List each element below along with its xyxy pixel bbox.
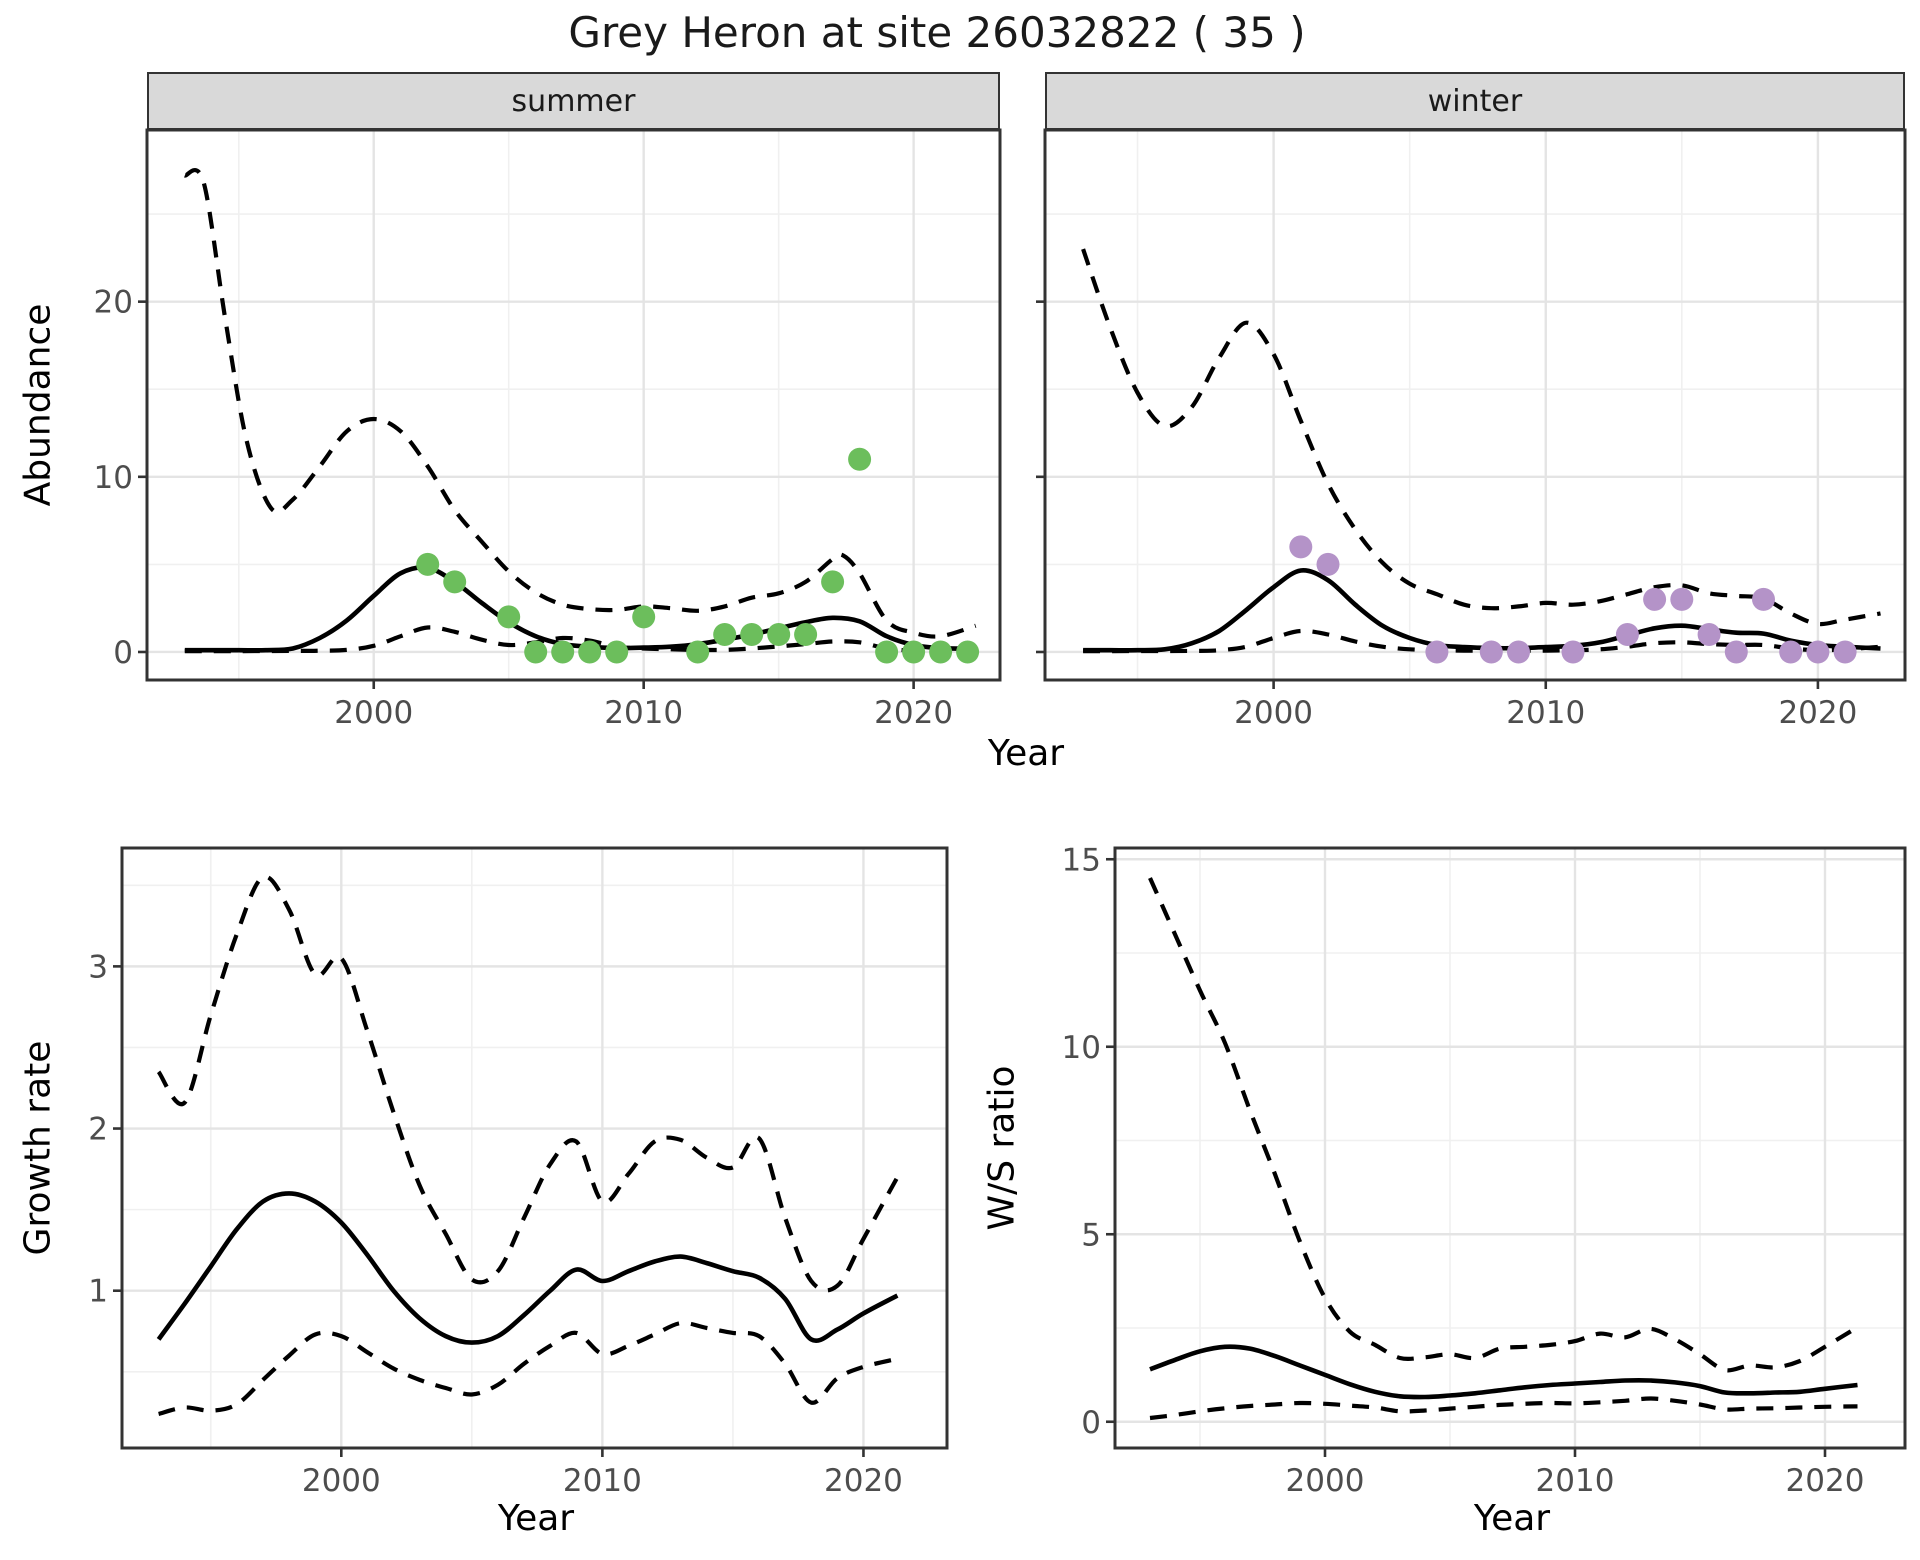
y-tick-label: 1 xyxy=(88,1274,108,1310)
panel-abundance-winter: 2000 2010 2020 xyxy=(1036,128,1907,731)
winter-observation xyxy=(1615,623,1639,646)
panel-ws-ratio: 2000 2010 2020 0 5 10 15 xyxy=(1062,842,1907,1499)
y-tick-label: 5 xyxy=(1081,1217,1101,1253)
winter-observation xyxy=(1806,640,1830,664)
winter-observation xyxy=(1779,640,1803,664)
summer-observation xyxy=(686,640,710,664)
lower-ci-line xyxy=(158,1320,898,1416)
winter-observation xyxy=(1289,535,1313,559)
x-tick-label: 2000 xyxy=(302,1463,381,1499)
panel-border xyxy=(120,846,949,1450)
y-tick-label: 2 xyxy=(88,1112,108,1148)
summer-observation xyxy=(416,552,440,576)
estimate-line xyxy=(1149,1344,1858,1400)
panel-border xyxy=(1113,846,1907,1450)
summer-observation xyxy=(443,570,467,594)
summer-observation xyxy=(713,623,737,646)
y-tick-label: 0 xyxy=(1081,1405,1101,1441)
summer-observation xyxy=(497,605,521,629)
facet-strip-winter: winter xyxy=(1045,72,1905,130)
summer-observation xyxy=(551,640,575,664)
summer-observation xyxy=(524,640,548,664)
upper-ci-line xyxy=(1081,248,1881,627)
x-tick-label: 2010 xyxy=(1536,1463,1615,1499)
panel-abundance-summer: 2000 2010 2020 0 10 20 xyxy=(94,128,1002,731)
summer-observation xyxy=(956,640,980,664)
summer-observation xyxy=(605,640,629,664)
y-axis-title-ws-ratio: W/S ratio xyxy=(981,1065,1023,1231)
y-tick-label: 10 xyxy=(94,460,133,496)
winter-observation xyxy=(1643,587,1667,611)
panel-border xyxy=(145,128,1002,682)
winter-observation xyxy=(1833,640,1857,664)
summer-observation xyxy=(875,640,899,664)
facet-strip-summer: summer xyxy=(147,72,1000,130)
summer-observation xyxy=(632,605,656,629)
y-tick-label: 20 xyxy=(94,285,133,321)
x-tick-label: 2000 xyxy=(1286,1463,1365,1499)
panel-growth-rate: 2000 2010 2020 1 2 3 xyxy=(88,846,949,1499)
x-tick-label: 2010 xyxy=(563,1463,642,1499)
winter-observation xyxy=(1697,623,1721,646)
x-axis-title-year-bottom-left: Year xyxy=(497,1498,575,1539)
summer-observation xyxy=(929,640,953,664)
x-axis-title-year-bottom-right: Year xyxy=(1473,1498,1551,1539)
y-tick-label: 15 xyxy=(1062,842,1101,878)
panel-border xyxy=(1043,128,1907,682)
estimate-line xyxy=(1083,568,1881,653)
y-axis-title-growth-rate: Growth rate xyxy=(17,1040,59,1256)
summer-observation xyxy=(821,570,845,594)
upper-ci-line xyxy=(156,874,900,1293)
y-tick-label: 0 xyxy=(113,635,133,671)
estimate-line xyxy=(156,1191,899,1345)
summer-observation xyxy=(578,640,602,664)
upper-ci-line xyxy=(1148,877,1859,1373)
summer-observation xyxy=(794,623,818,646)
chart-title: Grey Heron at site 26032822 ( 35 ) xyxy=(568,8,1306,57)
x-tick-label: 2020 xyxy=(824,1463,903,1499)
y-axis-title-abundance: Abundance xyxy=(17,303,59,507)
x-tick-label: 2020 xyxy=(1778,695,1857,731)
y-tick-label: 10 xyxy=(1062,1030,1101,1066)
upper-ci-line xyxy=(184,168,977,639)
summer-observation xyxy=(848,447,872,471)
y-tick-label: 3 xyxy=(88,949,108,985)
facet-strip-winter-label: winter xyxy=(1427,83,1523,119)
x-axis-title-year-top: Year xyxy=(987,733,1065,774)
x-tick-label: 2000 xyxy=(334,695,413,731)
summer-observation xyxy=(767,623,791,646)
x-tick-label: 2020 xyxy=(874,695,953,731)
summer-observation xyxy=(740,623,764,646)
winter-observation xyxy=(1316,552,1340,576)
winter-observation xyxy=(1507,640,1530,664)
x-tick-label: 2010 xyxy=(1506,695,1585,731)
winter-observation xyxy=(1479,640,1503,664)
winter-observation xyxy=(1724,640,1748,664)
summer-observation xyxy=(902,640,926,664)
winter-observation xyxy=(1425,640,1449,664)
lower-ci-line xyxy=(1149,1396,1858,1421)
x-tick-label: 2000 xyxy=(1234,695,1313,731)
winter-observation xyxy=(1561,640,1585,664)
x-tick-label: 2020 xyxy=(1786,1463,1865,1499)
estimate-line xyxy=(184,565,976,653)
winter-observation xyxy=(1752,587,1775,611)
winter-observation xyxy=(1670,587,1694,611)
facet-strip-summer-label: summer xyxy=(511,83,636,119)
x-tick-label: 2010 xyxy=(604,695,683,731)
lower-ci-line xyxy=(184,625,976,654)
